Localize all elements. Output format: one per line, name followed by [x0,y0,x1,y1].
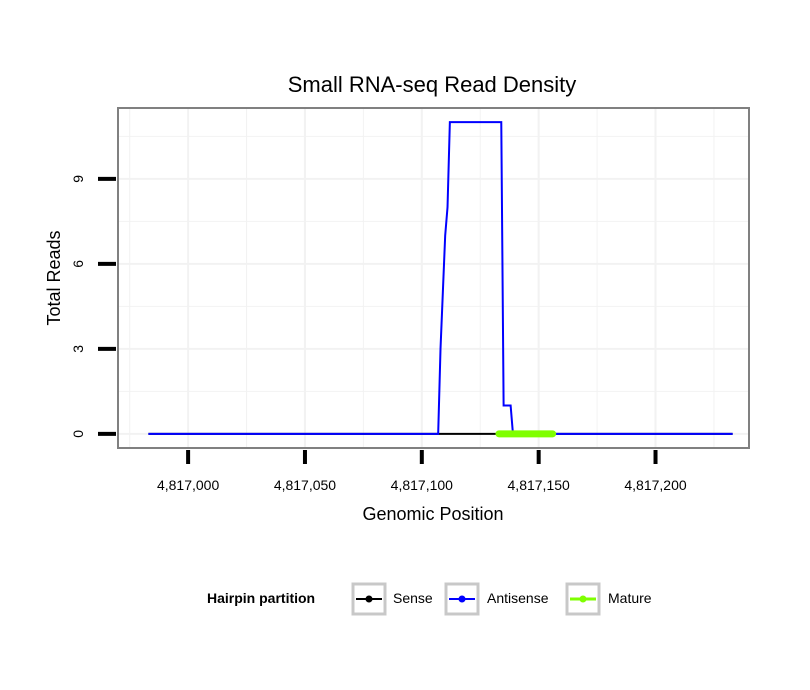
y-axis-title: Total Reads [44,230,64,325]
x-tick-label: 4,817,000 [157,477,219,493]
legend-label-sense: Sense [393,590,433,606]
x-tick-label: 4,817,050 [274,477,336,493]
x-axis-title: Genomic Position [362,504,503,524]
x-axis: 4,817,000 4,817,050 4,817,100 4,817,150 4,81… [157,450,687,493]
y-tick-label: 6 [70,260,86,268]
legend-label-antisense: Antisense [487,590,549,606]
legend-title: Hairpin partition [207,590,315,606]
y-tick-label: 3 [70,345,86,353]
plot-panel-border [117,107,750,449]
plot-background [118,108,749,448]
series-line-antisense [148,121,733,435]
legend-label-mature: Mature [608,590,652,606]
y-tick-label: 9 [70,175,86,183]
x-tick-label: 4,817,100 [391,477,453,493]
legend-key-dot [365,595,373,603]
legend-key-dot [579,595,587,603]
legend-key-dot [458,595,466,603]
legend: Hairpin partition Sense Antisense Mature [207,582,652,616]
data-series [148,121,733,438]
x-tick-label: 4,817,200 [624,477,686,493]
x-tick-label: 4,817,150 [508,477,570,493]
y-tick-label: 0 [70,430,86,438]
chart-title: Small RNA-seq Read Density [288,72,577,97]
y-axis: 0 3 6 9 [70,175,116,438]
